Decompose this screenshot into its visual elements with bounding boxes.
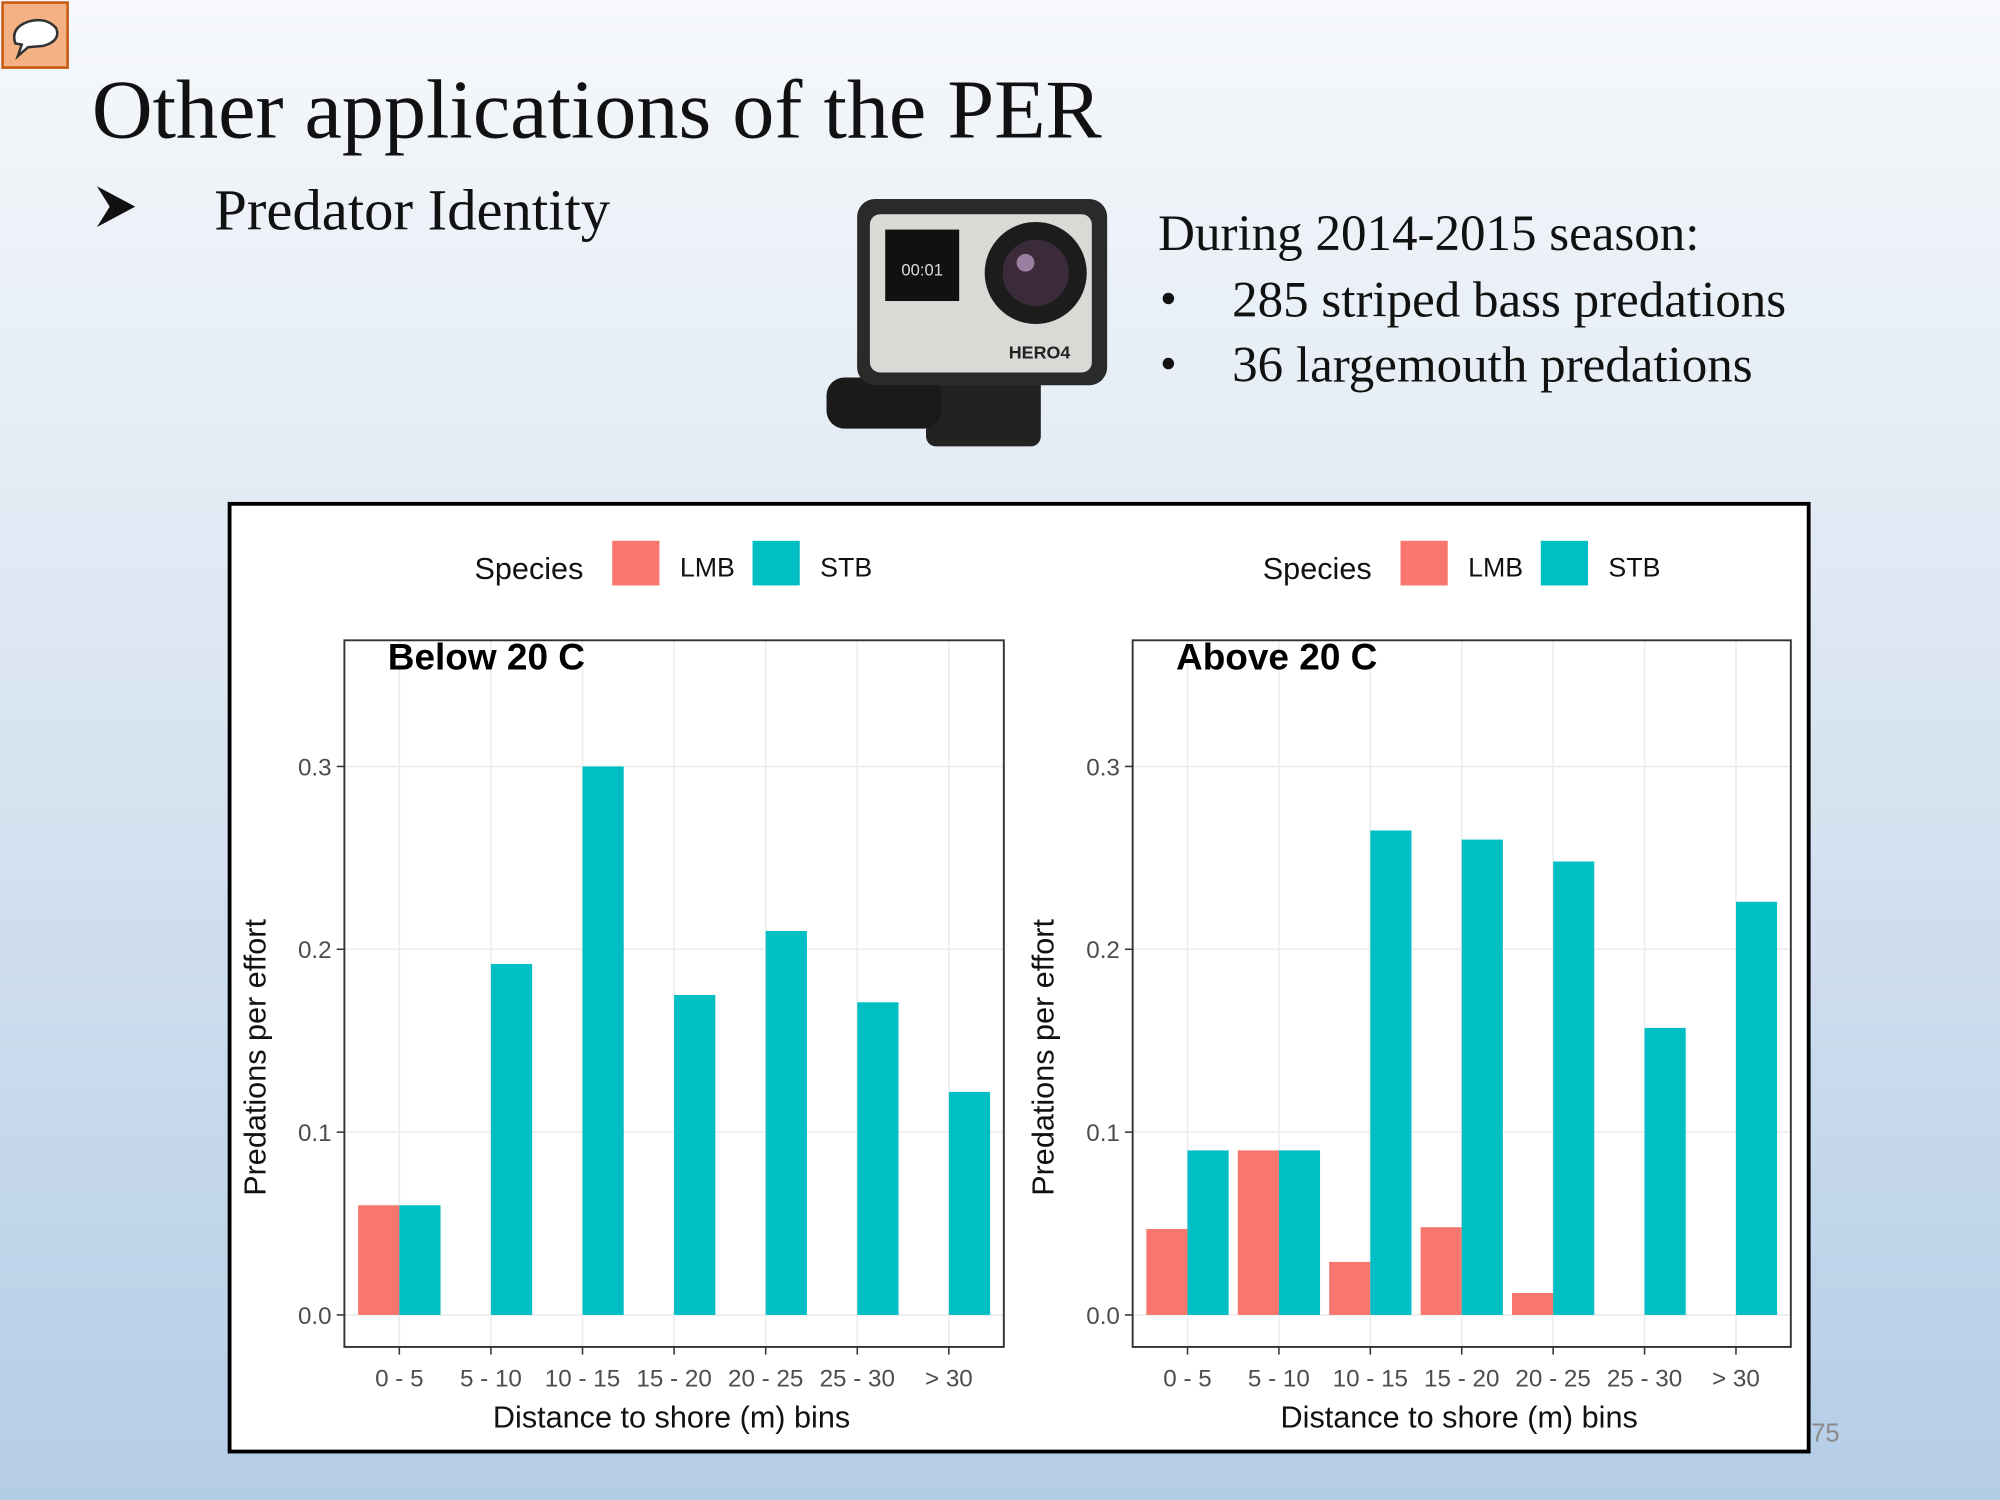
camera-screen — [885, 229, 960, 302]
x-axis-label: Distance to shore (m) bins — [1281, 1400, 1638, 1434]
bar — [1370, 830, 1412, 1315]
legend-swatch — [1400, 540, 1448, 586]
x-tick-label: 0 - 5 — [1163, 1365, 1211, 1392]
camera-lens — [1002, 239, 1069, 307]
panel-title: Below 20 C — [388, 637, 585, 678]
legend-label: STB — [820, 553, 872, 583]
legend-title: Species — [474, 552, 583, 586]
bar — [1735, 901, 1778, 1315]
x-tick-label: 10 - 15 — [1333, 1365, 1408, 1392]
page-number: 75 — [1811, 1419, 1839, 1447]
y-tick-label: 0.3 — [298, 754, 332, 781]
y-tick-label: 0.2 — [1086, 937, 1120, 964]
chart: Species LMB STB 0.0 0.1 0.2 0.3 0 - 5 5 - 10 10 -… — [238, 540, 1005, 1434]
bar — [1420, 1227, 1462, 1315]
legend-label: LMB — [1468, 553, 1523, 583]
bar — [1644, 1027, 1686, 1315]
slide-title: Other applications of the PER — [92, 64, 1103, 157]
bar — [1146, 1229, 1188, 1315]
bar — [1461, 839, 1503, 1315]
bar — [399, 1205, 441, 1315]
x-tick-label: > 30 — [1712, 1365, 1760, 1392]
y-tick-label: 0.0 — [298, 1303, 332, 1330]
note-item: 36 largemouth predations — [1232, 337, 1752, 393]
bullet-arrow — [96, 186, 136, 228]
camera-image: 00:01 HERO4 — [826, 198, 1108, 447]
panel-title: Above 20 C — [1176, 637, 1377, 678]
note-bullet — [1162, 292, 1175, 305]
x-tick-label: 25 - 30 — [820, 1365, 895, 1392]
y-axis-label: Predations per effort — [238, 919, 272, 1196]
comment-icon[interactable] — [1, 1, 69, 69]
x-tick-label: 5 - 10 — [1248, 1365, 1310, 1392]
camera-mount — [926, 369, 1041, 447]
bar — [674, 994, 716, 1315]
bullet-text: Predator Identity — [214, 178, 610, 243]
note-item: 285 striped bass predations — [1232, 272, 1786, 328]
bar — [765, 931, 807, 1315]
y-tick-label: 0.2 — [298, 937, 332, 964]
comment-bubble[interactable] — [12, 18, 59, 61]
bar — [1553, 861, 1595, 1315]
x-tick-label: 0 - 5 — [375, 1365, 423, 1392]
x-tick-label: 15 - 20 — [636, 1365, 711, 1392]
bar — [1278, 1150, 1321, 1315]
chart: Species LMB STB 0.0 0.1 0.2 0.3 0 - 5 5 - 10 10 -… — [1027, 540, 1792, 1434]
y-tick-label: 0.3 — [1086, 754, 1120, 781]
x-tick-label: 15 - 20 — [1424, 1365, 1499, 1392]
y-tick-label: 0.0 — [1086, 1303, 1120, 1330]
bar — [857, 1002, 899, 1315]
legend-swatch — [752, 540, 800, 586]
legend-label: STB — [1608, 553, 1660, 583]
bar — [1187, 1150, 1229, 1315]
x-tick-label: 20 - 25 — [1515, 1365, 1590, 1392]
camera-knob — [826, 377, 942, 429]
x-axis-label: Distance to shore (m) bins — [493, 1400, 850, 1434]
camera-screen-text: 00:01 — [901, 261, 943, 280]
legend-swatch — [1540, 540, 1589, 586]
bar — [358, 1205, 400, 1315]
legend-swatch — [612, 540, 660, 586]
bar — [582, 766, 624, 1315]
legend-title: Species — [1263, 552, 1372, 586]
x-tick-label: 5 - 10 — [460, 1365, 522, 1392]
bar — [490, 963, 533, 1315]
y-tick-label: 0.1 — [298, 1120, 332, 1147]
bar — [1512, 1293, 1554, 1315]
bar — [1329, 1261, 1371, 1315]
note-heading: During 2014-2015 season: — [1158, 206, 1699, 262]
bar — [948, 1091, 991, 1315]
bar — [1237, 1150, 1279, 1315]
camera-label: HERO4 — [1009, 342, 1071, 362]
x-tick-label: 10 - 15 — [545, 1365, 620, 1392]
y-tick-label: 0.1 — [1086, 1120, 1120, 1147]
x-tick-label: > 30 — [925, 1365, 973, 1392]
note-bullet — [1162, 357, 1175, 370]
y-axis-label: Predations per effort — [1027, 919, 1061, 1196]
x-tick-label: 25 - 30 — [1607, 1365, 1682, 1392]
x-tick-label: 20 - 25 — [728, 1365, 803, 1392]
lens-glare — [1016, 253, 1035, 272]
legend-label: LMB — [680, 553, 735, 583]
